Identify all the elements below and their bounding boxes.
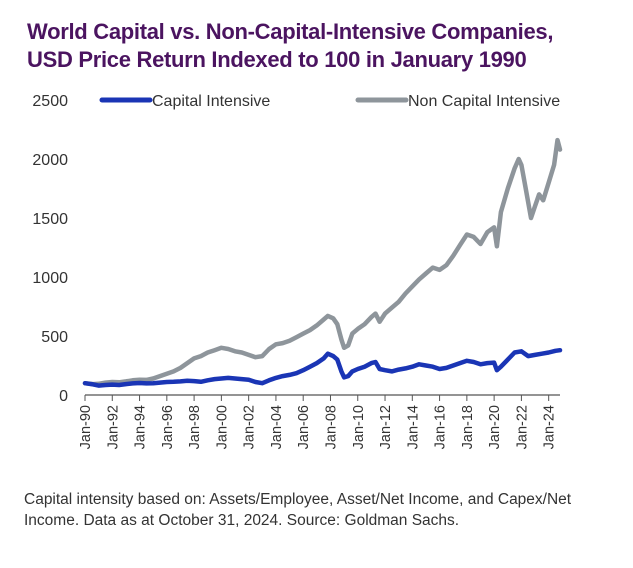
x-tick-label-Jan-16: Jan-16 [433, 405, 449, 449]
x-tick-label-Jan-22: Jan-22 [514, 405, 530, 449]
y-tick-label-500: 500 [41, 329, 68, 346]
footnote: Capital intensity based on: Assets/Emplo… [24, 491, 572, 529]
x-tick-label-Jan-02: Jan-02 [242, 405, 258, 449]
x-axis: Jan-90 Jan-92 Jan-94 Jan-96 Jan-98 Jan-00 Jan-… [78, 394, 560, 449]
x-tick-label-Jan-98: Jan-98 [187, 405, 203, 449]
x-tick-label-Jan-92: Jan-92 [105, 405, 121, 449]
x-tick-label-Jan-12: Jan-12 [378, 405, 394, 449]
legend-label-non-capital-intensive: Non Capital Intensive [408, 93, 560, 110]
x-tick-label-Jan-08: Jan-08 [323, 405, 339, 449]
chart-title-line-1: World Capital vs. Non-Capital-Intensive … [27, 19, 554, 44]
y-tick-label-2500: 2500 [32, 93, 68, 110]
legend: Capital Intensive Non Capital Intensive [99, 93, 560, 110]
x-tick-label-Jan-24: Jan-24 [542, 405, 558, 449]
x-tick-label-Jan-04: Jan-04 [269, 405, 285, 449]
x-tick-label-Jan-00: Jan-00 [214, 405, 230, 449]
y-axis-tick-labels: 0 500 1000 1500 2000 2500 [32, 93, 68, 405]
x-tick-label-Jan-10: Jan-10 [351, 405, 367, 449]
y-tick-label-1000: 1000 [32, 270, 68, 287]
x-tick-label-Jan-18: Jan-18 [460, 405, 476, 449]
x-tick-label-Jan-06: Jan-06 [296, 405, 312, 449]
x-tick-label-Jan-96: Jan-96 [160, 405, 176, 449]
y-tick-label-2000: 2000 [32, 152, 68, 169]
y-tick-label-1500: 1500 [32, 211, 68, 228]
x-tick-label-Jan-20: Jan-20 [487, 405, 503, 449]
x-tick-label-Jan-14: Jan-14 [405, 405, 421, 449]
series-line-non-capital-intensive [82, 137, 563, 387]
y-tick-label-0: 0 [59, 388, 68, 405]
chart-title: World Capital vs. Non-Capital-Intensive … [27, 18, 617, 74]
series-layer [82, 137, 563, 388]
legend-label-capital-intensive: Capital Intensive [152, 93, 270, 110]
series-line-capital-intensive [82, 347, 563, 388]
chart-title-line-2: USD Price Return Indexed to 100 in Janua… [27, 47, 527, 72]
x-tick-label-Jan-90: Jan-90 [78, 405, 94, 449]
x-tick-label-Jan-94: Jan-94 [133, 405, 149, 449]
